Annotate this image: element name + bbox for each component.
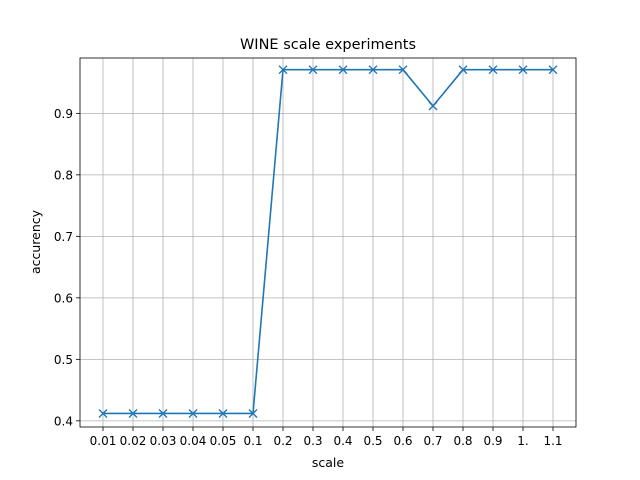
x-tick-label: 0.8 <box>453 434 472 448</box>
data-point-marker <box>488 65 498 75</box>
y-tick-label: 0.5 <box>54 353 73 367</box>
y-tick-label: 0.9 <box>54 107 73 121</box>
x-tick-label: 0.1 <box>243 434 262 448</box>
y-tick-label: 0.8 <box>54 168 73 182</box>
x-tick-label: 0.01 <box>90 434 117 448</box>
series-layer <box>98 65 558 418</box>
x-tick-label: 0.9 <box>483 434 502 448</box>
ticks: 0.01 0.02 0.03 0.04 0.05 0.1 0.2 0.3 0.4 0.5 0.6 0.… <box>54 107 563 448</box>
x-tick-label: 0.7 <box>423 434 442 448</box>
data-point-marker <box>428 101 438 111</box>
plot-frame <box>79 57 577 428</box>
data-point-marker <box>548 65 558 75</box>
x-tick-label: 0.02 <box>120 434 147 448</box>
data-point-marker <box>398 65 408 75</box>
data-point-marker <box>518 65 528 75</box>
x-tick-label: 0.04 <box>180 434 207 448</box>
data-point-marker <box>368 65 378 75</box>
x-tick-label: 0.05 <box>210 434 237 448</box>
chart-title: WINE scale experiments <box>240 37 416 53</box>
x-tick-label: 1. <box>517 434 528 448</box>
x-tick-label: 0.4 <box>333 434 352 448</box>
data-point-marker <box>128 408 138 418</box>
series-line <box>103 68 553 415</box>
data-point-marker <box>98 408 108 418</box>
y-tick-label: 0.7 <box>54 230 73 244</box>
data-point-marker <box>248 408 258 418</box>
x-tick-label: 1.1 <box>543 434 562 448</box>
x-tick-label: 0.2 <box>273 434 292 448</box>
grid <box>80 58 576 427</box>
x-tick-label: 0.6 <box>393 434 412 448</box>
data-point-marker <box>188 408 198 418</box>
x-axis-label: scale <box>312 455 345 470</box>
x-tick-label: 0.03 <box>150 434 177 448</box>
y-axis-label: accurency <box>28 209 43 274</box>
data-point-marker <box>338 65 348 75</box>
x-tick-label: 0.3 <box>303 434 322 448</box>
x-tick-label: 0.5 <box>363 434 382 448</box>
data-point-marker <box>458 65 468 75</box>
data-point-marker <box>308 65 318 75</box>
data-point-marker <box>218 408 228 418</box>
data-point-marker <box>278 65 288 75</box>
y-tick-label: 0.4 <box>54 414 73 428</box>
y-tick-label: 0.6 <box>54 291 73 305</box>
data-point-marker <box>158 408 168 418</box>
